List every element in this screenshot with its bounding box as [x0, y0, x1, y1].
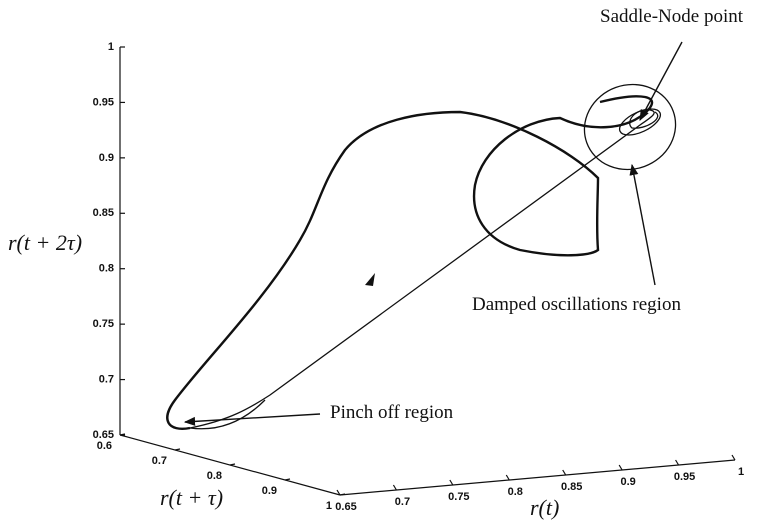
x-axis-label: r(t): [530, 495, 559, 520]
x-axis: [339, 459, 736, 496]
z-tick-label: 0.65: [93, 429, 114, 441]
annotation-arrow: [183, 413, 321, 426]
annotation: Saddle-Node point: [600, 6, 744, 27]
annotation: Damped oscillations region: [472, 294, 681, 315]
z-tick-label: 0.85: [93, 207, 114, 219]
y-tick: [229, 463, 236, 466]
x-tick-label: 0.7: [395, 496, 410, 508]
x-tick-label: 0.95: [674, 471, 695, 483]
z-tick-label: 0.7: [99, 373, 114, 385]
direction-arrow: [365, 273, 375, 286]
y-tick: [174, 448, 181, 451]
x-tick-label: 0.8: [508, 486, 523, 498]
trajectory: [166, 95, 654, 430]
y-tick: [119, 433, 126, 436]
x-tick: [449, 479, 454, 486]
x-tick-label: 0.65: [335, 501, 356, 513]
damped-loop: [583, 83, 677, 171]
z-tick-label: 0.95: [93, 96, 114, 108]
x-tick: [505, 474, 510, 481]
x-tick: [618, 464, 623, 471]
damped-loop: [618, 108, 662, 136]
z-tick-label: 0.8: [99, 263, 114, 275]
y-axis-label: r(t + τ): [160, 485, 223, 510]
y-tick-label: 1: [326, 500, 332, 512]
x-tick-label: 0.75: [448, 491, 469, 503]
x-tick-label: 1: [738, 466, 744, 478]
annotation-arrow: [629, 163, 656, 286]
y-tick-label: 0.8: [207, 470, 222, 482]
annotation: Pinch off region: [330, 402, 454, 423]
y-tick-label: 0.6: [97, 440, 112, 452]
y-tick-label: 0.9: [262, 485, 277, 497]
y-tick: [284, 478, 291, 481]
annotation-arrow: [639, 41, 683, 121]
x-tick-label: 0.85: [561, 481, 582, 493]
x-tick: [336, 489, 341, 496]
y-tick-label: 0.7: [152, 455, 167, 467]
x-tick: [675, 459, 680, 466]
x-tick-label: 0.9: [620, 476, 635, 488]
x-tick: [562, 469, 567, 476]
x-tick: [731, 454, 736, 461]
z-tick-label: 0.9: [99, 152, 114, 164]
z-axis-label: r(t + 2τ): [8, 230, 82, 255]
x-tick: [392, 484, 397, 491]
trajectory-thin: [189, 399, 266, 430]
z-tick-label: 1: [108, 41, 114, 53]
z-tick-label: 0.75: [93, 318, 114, 330]
trajectory-thin: [189, 109, 659, 429]
